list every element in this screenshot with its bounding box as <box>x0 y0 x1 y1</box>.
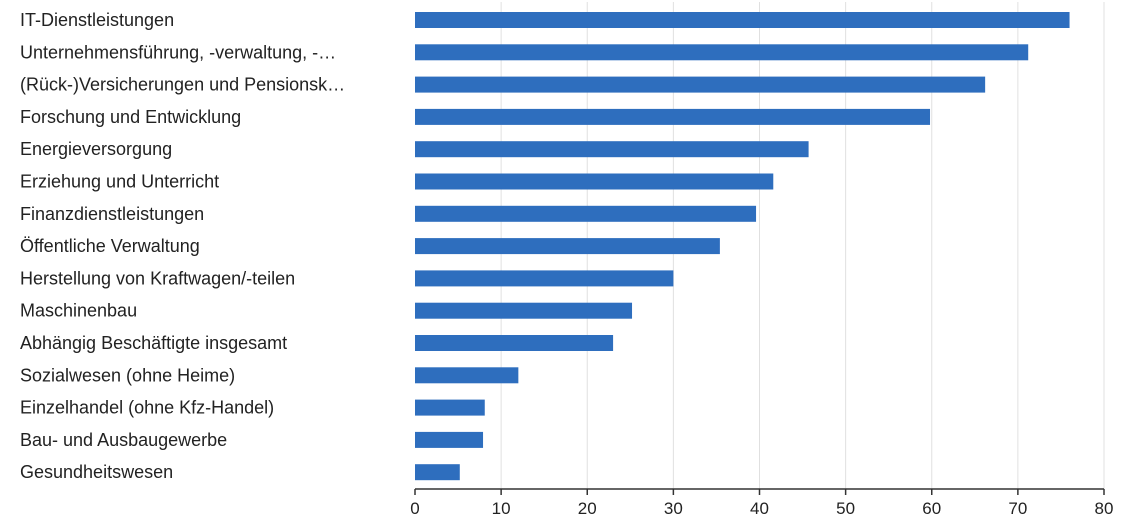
bar-layer <box>415 12 1070 481</box>
bar-5 <box>415 141 809 158</box>
category-label-12: Sozialwesen (ohne Heime) <box>20 365 235 385</box>
category-label-5: Energieversorgung <box>20 139 172 159</box>
category-label-11: Abhängig Beschäftigte insgesamt <box>20 333 287 353</box>
bar-4 <box>415 108 931 125</box>
bar-10 <box>415 302 633 319</box>
x-tick-label-30: 30 <box>664 499 683 518</box>
bar-1 <box>415 12 1070 28</box>
category-label-8: Öffentliche Verwaltung <box>20 236 200 256</box>
bar-9 <box>415 270 674 287</box>
category-label-6: Erziehung und Unterricht <box>20 172 219 192</box>
bar-2 <box>415 44 1029 61</box>
bar-12 <box>415 367 519 384</box>
category-label-3: (Rück-)Versicherungen und Pensionsk… <box>20 75 345 95</box>
bar-13 <box>415 399 485 416</box>
category-label-13: Einzelhandel (ohne Kfz-Handel) <box>20 398 274 418</box>
x-tick-label-60: 60 <box>922 499 941 518</box>
bar-8 <box>415 238 720 255</box>
category-label-1: IT-Dienstleistungen <box>20 10 174 30</box>
x-tick-label-0: 0 <box>410 499 419 518</box>
x-tick-label-10: 10 <box>492 499 511 518</box>
category-label-7: Finanzdienstleistungen <box>20 204 204 224</box>
bar-7 <box>415 205 757 222</box>
category-label-9: Herstellung von Kraftwagen/-teilen <box>20 268 295 288</box>
x-tick-label-80: 80 <box>1095 499 1114 518</box>
x-tick-label-70: 70 <box>1008 499 1027 518</box>
category-labels: IT-Dienstleistungen Unternehmensführung, … <box>20 10 345 482</box>
category-label-4: Forschung und Entwicklung <box>20 107 241 127</box>
bar-14 <box>415 431 484 448</box>
category-label-2: Unternehmensführung, -verwaltung, -… <box>20 42 336 62</box>
x-axis: 0 10 20 30 40 50 60 70 80 <box>410 488 1114 518</box>
x-tick-label-50: 50 <box>836 499 855 518</box>
category-label-14: Bau- und Ausbaugewerbe <box>20 430 227 450</box>
bar-15 <box>415 464 460 481</box>
bar-6 <box>415 173 774 190</box>
x-tick-label-40: 40 <box>750 499 769 518</box>
category-label-10: Maschinenbau <box>20 301 137 321</box>
bar-11 <box>415 335 614 351</box>
category-label-15: Gesundheitswesen <box>20 462 173 482</box>
bar-3 <box>415 76 986 93</box>
x-tick-label-20: 20 <box>578 499 597 518</box>
